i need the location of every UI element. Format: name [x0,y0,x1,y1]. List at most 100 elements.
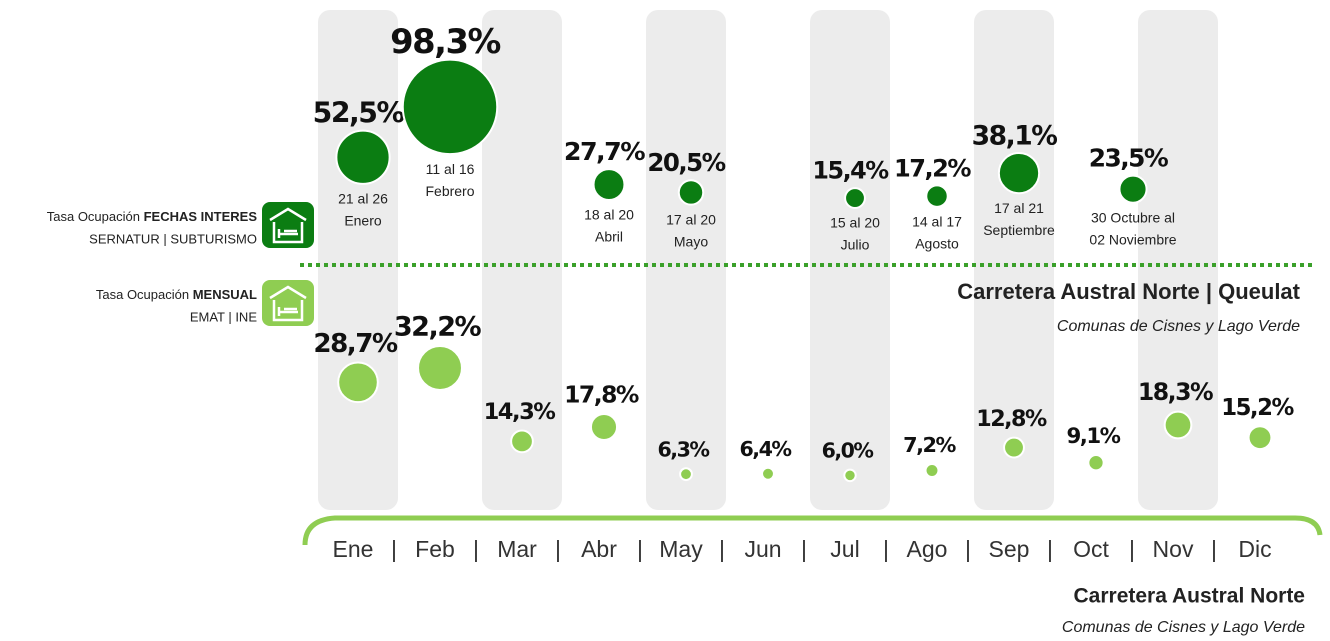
value-label: 12,8% [976,406,1047,432]
date-label: 17 al 20 [666,211,716,227]
bubble [844,187,866,209]
value-label: 20,5% [647,148,725,177]
month-separator: | [719,536,725,562]
column-band [646,10,726,510]
date-label: Septiembre [983,222,1055,238]
bubble [761,466,775,481]
footer-title: Carretera Austral Norte [1074,585,1305,608]
bubble [843,468,857,483]
month-label: Mar [497,536,537,562]
month-separator: | [801,536,807,562]
month-label: Sep [989,536,1030,562]
value-label: 23,5% [1089,144,1169,173]
bubble [1003,436,1025,459]
month-separator: | [473,536,479,562]
month-label: Nov [1153,536,1194,562]
value-label: 6,0% [822,439,874,463]
bubble [592,168,626,201]
month-label: May [659,536,703,562]
month-separator: | [555,536,561,562]
month-label: Ene [333,536,374,562]
bubble [924,463,940,478]
date-label: Mayo [674,233,708,249]
subtitle: Comunas de Cisnes y Lago Verde [1057,318,1300,335]
date-label: 21 al 26 [338,191,388,207]
legend-label-bold: FECHAS INTERES [144,209,258,224]
bubble [677,179,705,206]
legend-source: SERNATUR | SUBTURISMO [89,231,257,246]
legend-label-bold: MENSUAL [193,287,257,302]
value-label: 7,2% [903,433,956,457]
column-band [318,10,398,510]
value-label: 17,8% [564,380,639,408]
value-label: 38,1% [972,120,1058,151]
month-label: Dic [1238,536,1271,562]
title: Carretera Austral Norte | Queulat [957,279,1300,304]
bubble [1247,425,1273,451]
bubble [997,151,1041,195]
value-label: 28,7% [313,329,398,359]
month-separator: | [1047,536,1053,562]
month-separator: | [965,536,971,562]
bubble [679,467,693,482]
date-label: Agosto [915,236,959,252]
value-label: 27,7% [564,136,645,166]
date-label: 11 al 16 [426,161,475,177]
column-band [1138,10,1218,510]
bubble [589,412,619,442]
value-label: 32,2% [394,312,482,343]
date-label: 15 al 20 [830,215,880,231]
value-label: 14,3% [484,399,556,425]
month-label: Oct [1073,536,1109,562]
footer-subtitle: Comunas de Cisnes y Lago Verde [1062,619,1305,636]
value-label: 15,4% [812,157,889,185]
month-label: Abr [581,536,617,562]
legend-source: EMAT | INE [190,309,258,324]
column-band [974,10,1054,510]
month-separator: | [883,536,889,562]
month-separator: | [1211,536,1217,562]
bubble [417,345,463,391]
bubble [401,58,499,156]
value-label: 98,3% [390,22,500,61]
legend-icon-glyph [269,207,307,244]
month-separator: | [1129,536,1135,562]
bubble [1163,410,1193,440]
value-label: 18,3% [1138,378,1213,406]
value-label: 6,4% [739,437,791,461]
bubble [925,184,949,208]
column-band [482,10,562,510]
month-separator: | [637,536,643,562]
date-label: 02 Noviembre [1089,231,1176,247]
legend-icon-glyph [269,285,307,322]
month-label: Feb [415,536,455,562]
bubble [510,429,534,454]
month-label: Jun [744,536,781,562]
date-label: Julio [841,237,870,253]
value-label: 52,5% [313,97,405,130]
month-separator: | [391,536,397,562]
bubble [1087,454,1105,472]
bubble [335,129,391,185]
legend-label: Tasa Ocupación FECHAS INTERES [47,209,258,224]
legend-label-text: Tasa Ocupación [96,287,193,302]
value-label: 6,3% [657,437,709,461]
date-label: 14 al 17 [912,214,962,230]
column-band [810,10,890,510]
date-label: 17 al 21 [994,200,1044,216]
bracket [302,515,1323,546]
date-label: Enero [344,213,382,229]
legend-label: Tasa Ocupación MENSUAL [96,287,257,302]
value-label: 15,2% [1221,395,1294,421]
legend-label-text: Tasa Ocupación [47,209,144,224]
bubble [337,361,379,404]
date-label: Abril [595,229,623,245]
month-label: Jul [830,536,859,562]
value-label: 17,2% [894,154,971,182]
value-label: 9,1% [1067,424,1121,449]
date-label: 18 al 20 [584,207,634,223]
bubble [1118,174,1148,204]
date-label: Febrero [425,183,474,199]
date-label: 30 Octubre al [1091,209,1175,225]
